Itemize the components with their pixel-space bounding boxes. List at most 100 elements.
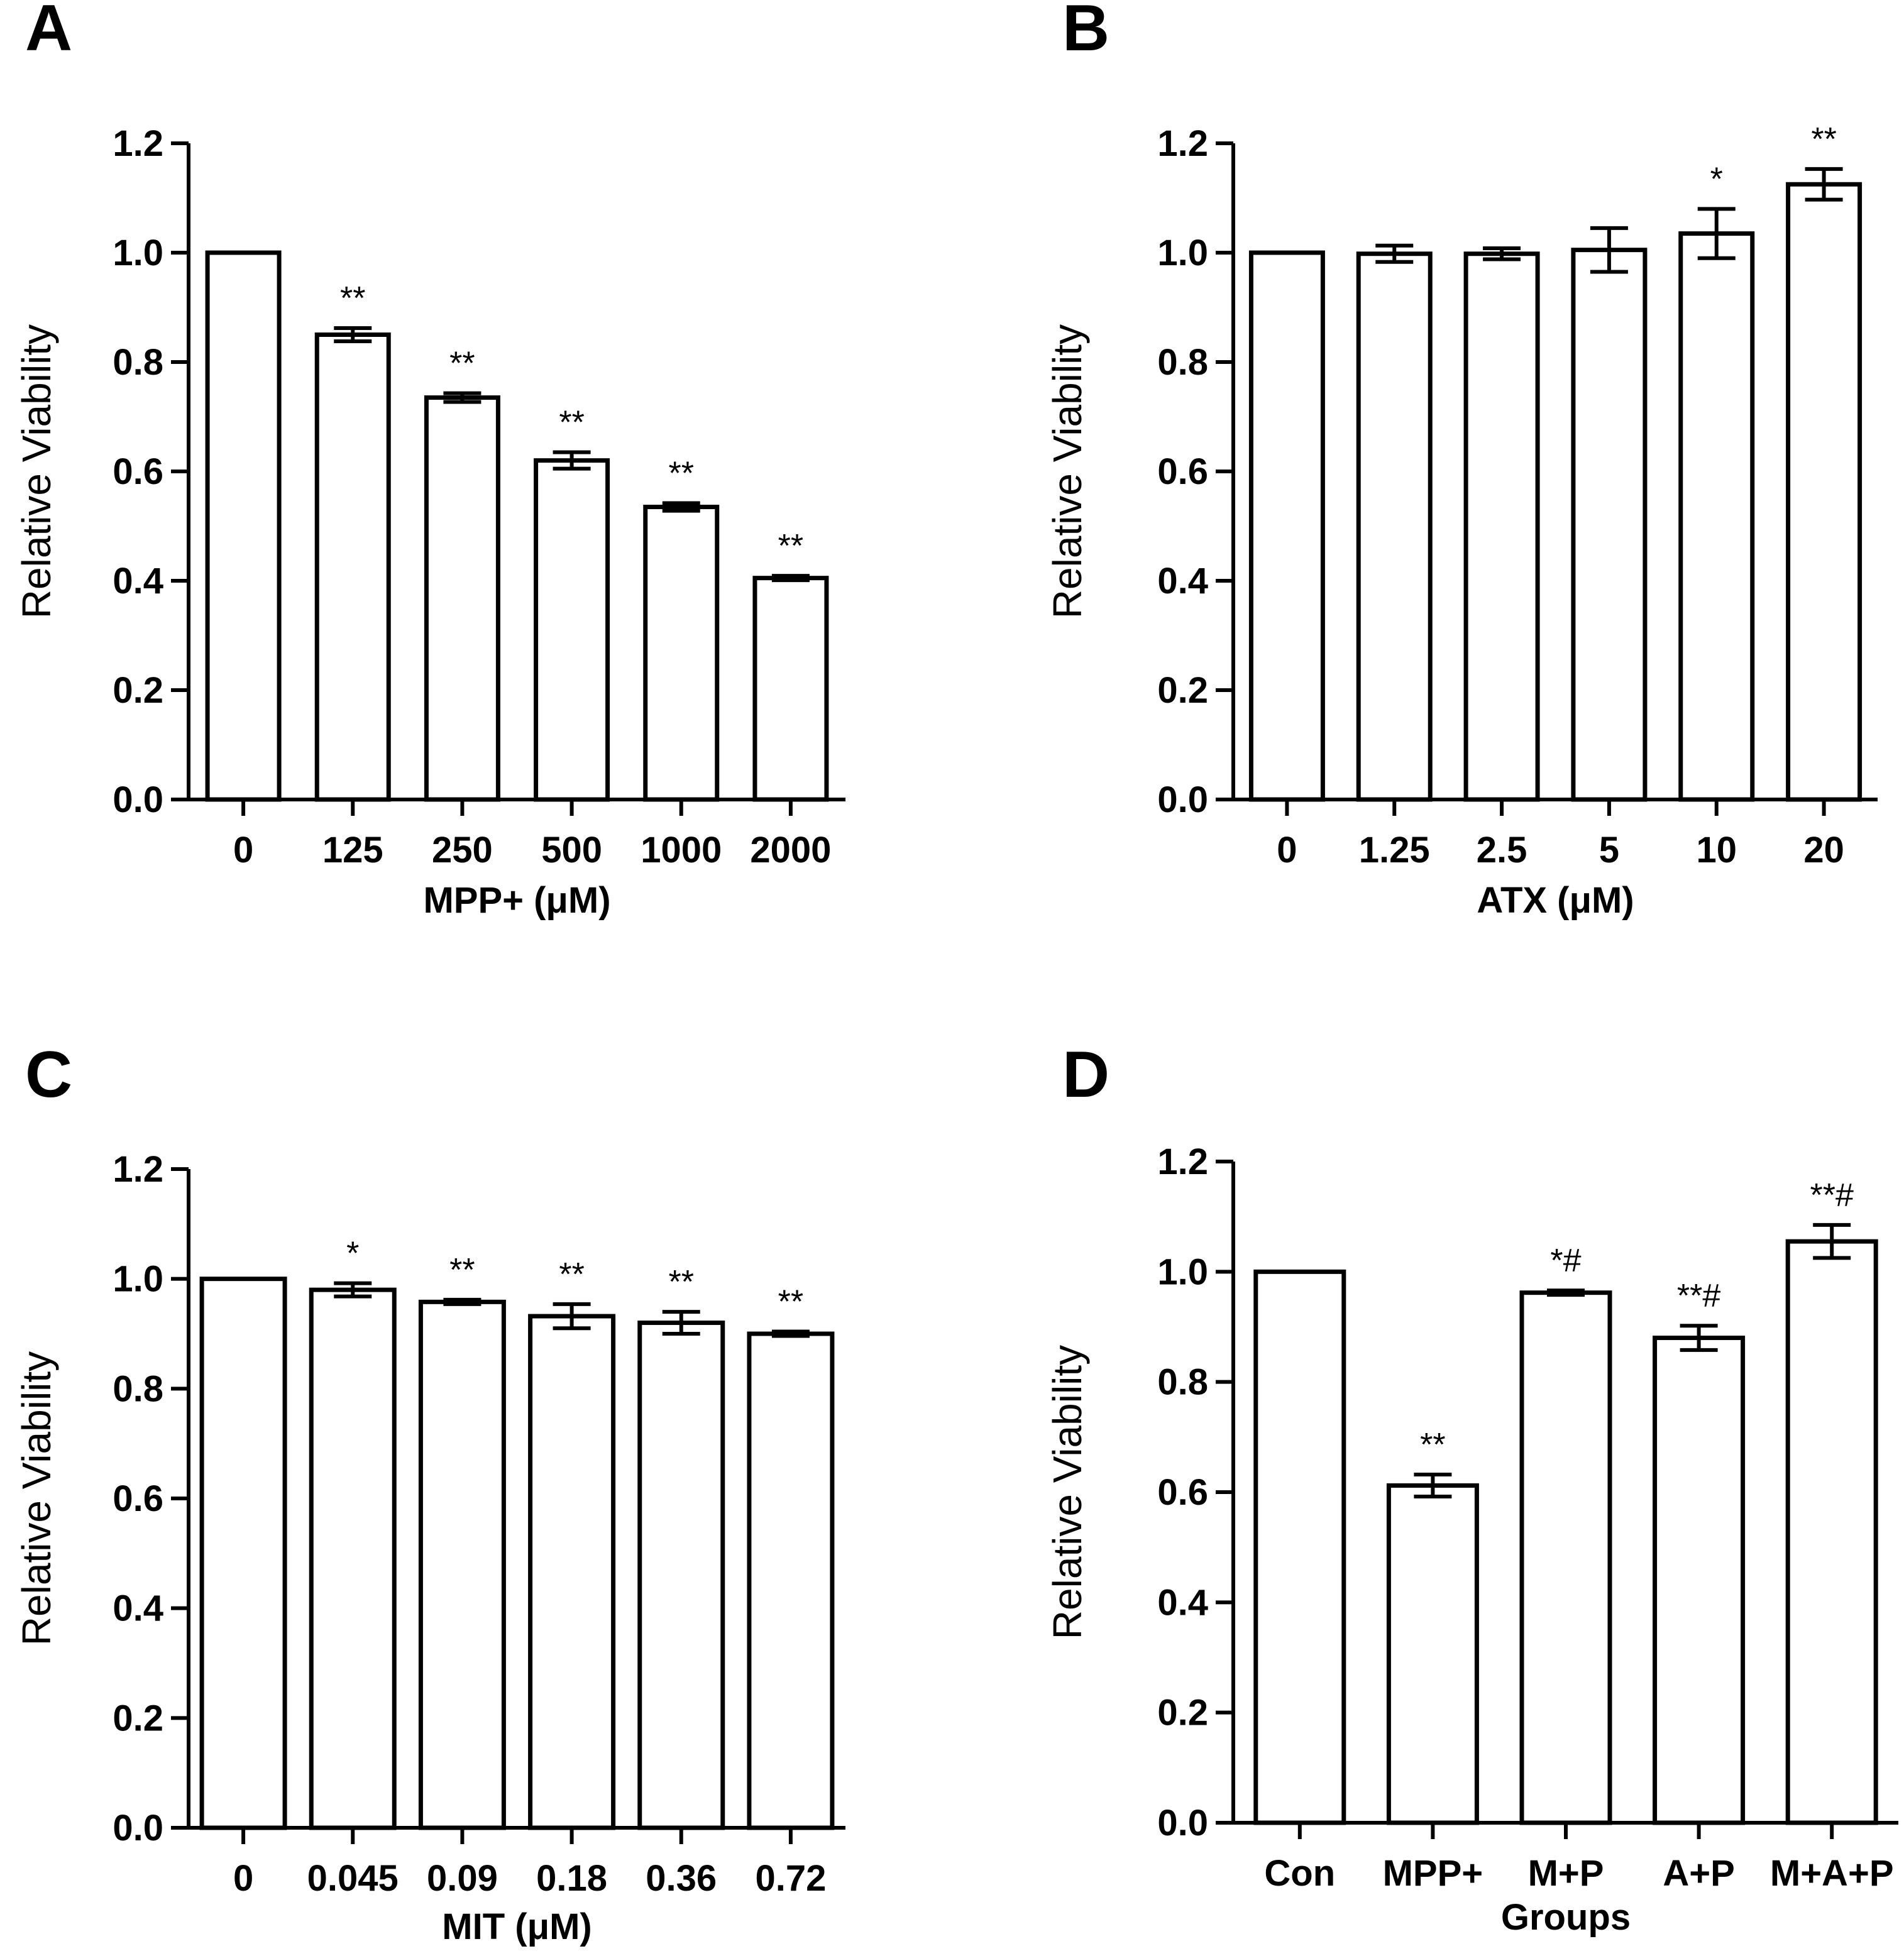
bar <box>314 332 391 802</box>
bar <box>1519 1290 1612 1825</box>
x-axis-label: Groups <box>1501 1897 1631 1938</box>
x-tick-label: M+A+P <box>1770 1853 1894 1894</box>
bar <box>199 1277 287 1830</box>
x-tick-label: 20 <box>1803 830 1844 871</box>
y-tick-label: 1.0 <box>113 1259 163 1300</box>
significance-label: ** <box>449 346 475 382</box>
y-tick-label: 0.2 <box>113 1698 163 1739</box>
y-tick-label: 0.6 <box>113 1478 163 1519</box>
x-tick-label: 0.09 <box>427 1858 498 1899</box>
y-tick-label: 0.6 <box>1157 451 1208 492</box>
bar <box>1356 251 1433 802</box>
panel-letter: B <box>1062 0 1109 65</box>
bar <box>418 1299 506 1830</box>
y-tick-label: 0.0 <box>113 1808 163 1849</box>
y-tick-label: 0.6 <box>113 451 163 492</box>
significance-label: * <box>1710 161 1723 197</box>
bar <box>1253 1269 1346 1825</box>
x-tick-label: 500 <box>541 830 602 871</box>
x-tick-label: MPP+ <box>1383 1853 1483 1894</box>
y-tick-label: 1.0 <box>1157 1251 1208 1292</box>
x-tick-label: 5 <box>1599 830 1619 871</box>
x-tick-label: 0.18 <box>536 1858 607 1899</box>
bar <box>1463 251 1540 802</box>
y-tick-label: 0.6 <box>1157 1472 1208 1513</box>
bar <box>643 505 720 802</box>
significance-label: ** <box>449 1252 475 1288</box>
x-tick-label: 10 <box>1696 830 1737 871</box>
y-axis-label: Relative Viability <box>1045 324 1090 618</box>
bar <box>747 1331 835 1830</box>
panel-c: C 0.0 0.2 0.4 0.6 0.8 1.0 1.2 0 0.045 * 0.09 ** 0.18 *… <box>14 1038 845 1947</box>
significance-label: **# <box>1810 1177 1853 1214</box>
bar <box>1785 1239 1878 1825</box>
bar <box>424 395 500 802</box>
y-tick-label: 0.8 <box>113 1368 163 1409</box>
y-tick-label: 0.8 <box>1157 1362 1208 1403</box>
bar <box>637 1321 725 1830</box>
y-tick-label: 0.4 <box>1157 561 1208 602</box>
y-tick-label: 1.0 <box>1157 233 1208 273</box>
y-axis-label: Relative Viability <box>14 1351 59 1646</box>
significance-label: * <box>346 1236 359 1272</box>
y-axis-label: Relative Viability <box>14 324 59 618</box>
y-tick-label: 0.2 <box>1157 670 1208 711</box>
y-tick-label: 1.2 <box>1157 1141 1208 1182</box>
significance-label: ** <box>778 1284 803 1321</box>
significance-label: ** <box>778 528 803 564</box>
x-tick-label: 0 <box>233 830 253 871</box>
x-tick-label: 0 <box>1277 830 1297 871</box>
x-tick-label: 1.25 <box>1359 830 1430 871</box>
y-axis-label: Relative Viability <box>1045 1345 1090 1639</box>
y-tick-label: 0.4 <box>113 1588 163 1629</box>
x-tick-label: M+P <box>1528 1853 1604 1894</box>
significance-label: ** <box>669 1264 694 1300</box>
panel-b: B 0.0 0.2 0.4 0.6 0.8 1.0 1.2 0 1.25 2.5 5 10 * 20 ** AT… <box>1045 0 1878 921</box>
y-tick-label: 1.0 <box>113 233 163 273</box>
y-tick-label: 0.0 <box>1157 779 1208 820</box>
bar <box>1386 1483 1479 1825</box>
y-tick-label: 0.0 <box>1157 1803 1208 1843</box>
x-axis-label: MIT (μM) <box>442 1906 592 1947</box>
y-tick-label: 0.2 <box>113 670 163 711</box>
significance-label: *# <box>1550 1243 1581 1279</box>
x-tick-label: 1000 <box>641 830 722 871</box>
panel-letter: C <box>25 1038 72 1111</box>
significance-label: ** <box>669 455 694 492</box>
bar <box>1653 1336 1746 1825</box>
x-tick-label: 2000 <box>750 830 831 871</box>
x-tick-label: 0.045 <box>307 1858 399 1899</box>
y-tick-label: 1.2 <box>113 1149 163 1190</box>
x-tick-label: 0.36 <box>646 1858 717 1899</box>
y-tick-label: 0.2 <box>1157 1693 1208 1733</box>
x-tick-label: A+P <box>1663 1853 1734 1894</box>
y-tick-label: 0.8 <box>113 342 163 383</box>
x-axis-label: MPP+ (μM) <box>423 880 610 921</box>
bar <box>1248 250 1325 802</box>
significance-label: ** <box>1420 1427 1445 1463</box>
x-tick-label: 0.72 <box>755 1858 826 1899</box>
bar <box>1678 231 1755 802</box>
panel-letter: D <box>1062 1038 1109 1111</box>
significance-label: **# <box>1677 1278 1720 1314</box>
y-tick-label: 0.4 <box>113 561 163 602</box>
bar <box>205 250 282 802</box>
significance-label: ** <box>559 405 584 441</box>
bar <box>528 1314 616 1830</box>
x-tick-label: 250 <box>432 830 493 871</box>
significance-label: ** <box>340 280 365 317</box>
x-axis-label: ATX (μM) <box>1477 880 1634 921</box>
bar <box>534 458 610 802</box>
y-tick-label: 0.8 <box>1157 342 1208 383</box>
bar <box>309 1287 397 1830</box>
bar <box>1786 182 1863 802</box>
panel-d: D 0.0 0.2 0.4 0.6 0.8 1.0 1.2 Con MPP+ ** M+P *# A+P *… <box>1045 1038 1898 1938</box>
significance-label: ** <box>559 1256 584 1293</box>
y-tick-label: 1.2 <box>113 123 163 164</box>
panel-letter: A <box>25 0 72 65</box>
x-tick-label: 125 <box>322 830 383 871</box>
bar <box>752 576 829 802</box>
x-tick-label: Con <box>1264 1853 1335 1894</box>
y-tick-label: 1.2 <box>1157 123 1208 164</box>
